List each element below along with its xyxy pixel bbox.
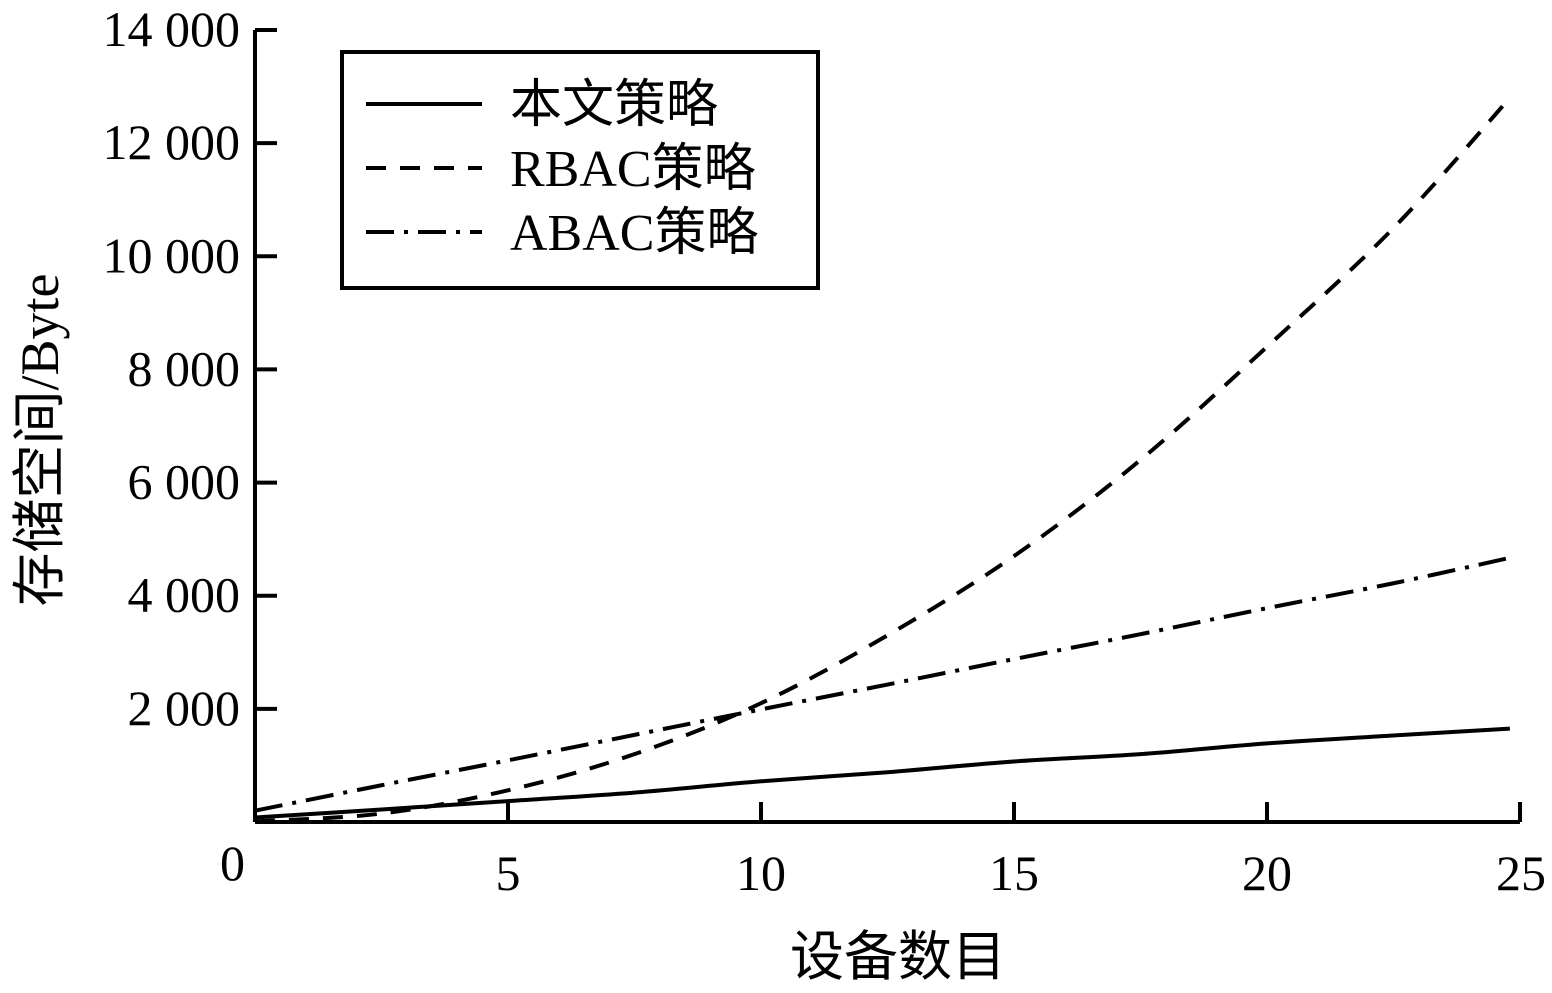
y-axis-title: 存储空间/Byte xyxy=(10,274,70,607)
x-axis-ticks: 0 5 10 15 20 25 xyxy=(220,802,1546,901)
y-tick-label: 10 000 xyxy=(103,227,241,283)
x-axis-title: 设备数目 xyxy=(790,927,1006,987)
legend-box xyxy=(340,50,820,290)
series-line-abac xyxy=(254,555,1511,813)
x-tick-label: 5 xyxy=(496,845,521,901)
y-tick-label: 12 000 xyxy=(103,114,241,170)
x-tick-label: 25 xyxy=(1496,845,1546,901)
y-tick-label: 2 000 xyxy=(128,680,241,736)
y-axis-ticks: 2 000 4 000 6 000 8 000 10 000 12 000 14 000 xyxy=(103,1,277,736)
y-tick-label: 8 000 xyxy=(128,340,241,396)
x-tick-label: 0 xyxy=(220,835,245,891)
y-tick-label: 4 000 xyxy=(128,567,241,623)
legend-label: ABAC策略 xyxy=(510,205,758,262)
y-tick-label: 14 000 xyxy=(103,1,241,57)
y-tick-label: 6 000 xyxy=(128,454,241,510)
x-tick-label: 20 xyxy=(1242,845,1292,901)
legend-label: RBAC策略 xyxy=(510,141,756,198)
x-tick-label: 15 xyxy=(989,845,1039,901)
series-layer xyxy=(254,96,1512,824)
legend-label: 本文策略 xyxy=(510,77,718,134)
x-tick-label: 10 xyxy=(736,845,786,901)
legend-items: 本文策略 RBAC策略 ABAC策略 xyxy=(366,77,758,262)
series-line-series-1 xyxy=(254,726,1510,820)
legend: 本文策略 RBAC策略 ABAC策略 xyxy=(340,50,820,290)
